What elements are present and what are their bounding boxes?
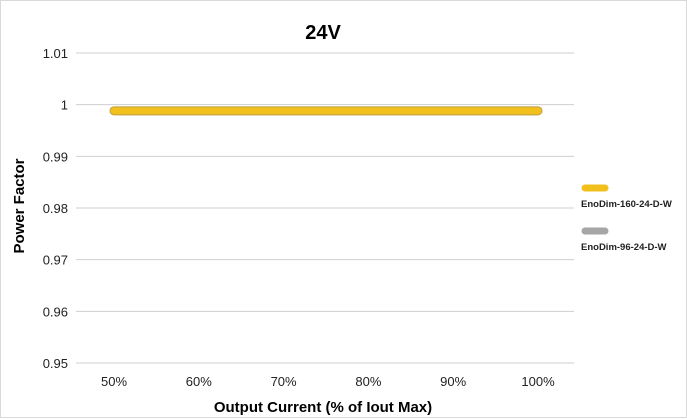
y-tick-label: 1.01 — [43, 46, 68, 61]
x-tick-label: 90% — [440, 374, 466, 389]
y-tick-label: 0.99 — [43, 149, 68, 164]
legend-label: EnoDim-160-24-D-W — [581, 199, 672, 210]
x-tick-label: 60% — [186, 374, 212, 389]
y-tick-label: 1 — [61, 98, 68, 113]
y-axis-label: Power Factor — [11, 158, 28, 253]
chart-title: 24V — [305, 22, 341, 44]
legend-label: EnoDim-96-24-D-W — [581, 242, 667, 253]
y-tick-label: 0.95 — [43, 356, 68, 371]
y-axis-ticks: 0.95 0.96 0.97 0.98 0.99 1 1.01 — [43, 46, 68, 371]
y-tick-label: 0.98 — [43, 201, 68, 216]
y-tick-label: 0.97 — [43, 253, 68, 268]
x-tick-label: 100% — [521, 374, 555, 389]
grid-lines — [76, 52, 574, 364]
x-tick-label: 70% — [271, 374, 297, 389]
x-axis-ticks: 50% 60% 70% 80% 90% 100% — [101, 374, 555, 389]
x-axis-label: Output Current (% of Iout Max) — [214, 399, 432, 416]
y-tick-label: 0.96 — [43, 304, 68, 319]
x-tick-label: 50% — [101, 374, 127, 389]
legend: EnoDim-160-24-D-W EnoDim-96-24-D-W — [581, 184, 672, 253]
x-tick-label: 80% — [355, 374, 381, 389]
